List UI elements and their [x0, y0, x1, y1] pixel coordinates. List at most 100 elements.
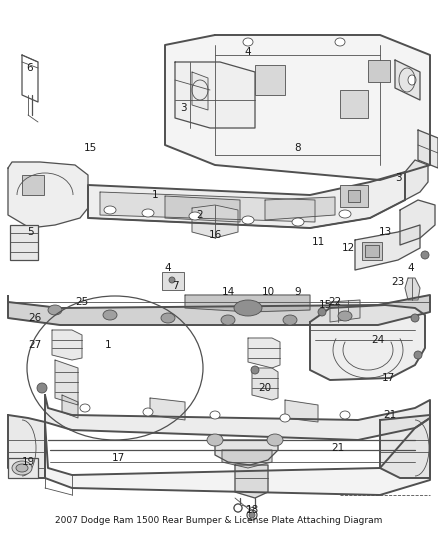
Polygon shape — [100, 192, 315, 222]
Ellipse shape — [143, 408, 153, 416]
Ellipse shape — [189, 212, 201, 220]
Ellipse shape — [234, 300, 262, 316]
Text: 20: 20 — [258, 383, 272, 393]
Text: 10: 10 — [261, 287, 275, 297]
Polygon shape — [215, 440, 278, 465]
Ellipse shape — [267, 434, 283, 446]
Polygon shape — [222, 450, 272, 468]
Polygon shape — [88, 172, 405, 228]
Ellipse shape — [48, 305, 62, 315]
Ellipse shape — [251, 366, 259, 374]
Polygon shape — [192, 205, 238, 238]
Polygon shape — [355, 225, 420, 270]
Polygon shape — [165, 35, 430, 180]
Text: 6: 6 — [27, 63, 33, 73]
Polygon shape — [52, 330, 82, 360]
Polygon shape — [248, 338, 280, 368]
Text: 3: 3 — [180, 103, 186, 113]
Bar — [368, 60, 390, 82]
Text: 21: 21 — [332, 443, 345, 453]
Polygon shape — [405, 160, 428, 200]
Text: 18: 18 — [245, 505, 258, 515]
Text: 27: 27 — [28, 340, 42, 350]
Polygon shape — [45, 418, 430, 495]
Ellipse shape — [249, 512, 255, 518]
Text: 2007 Dodge Ram 1500 Rear Bumper & License Plate Attaching Diagram: 2007 Dodge Ram 1500 Rear Bumper & Licens… — [55, 516, 383, 525]
Ellipse shape — [318, 308, 326, 316]
Ellipse shape — [104, 206, 116, 214]
Text: 1: 1 — [105, 340, 111, 350]
Text: 23: 23 — [392, 277, 405, 287]
Ellipse shape — [210, 411, 220, 419]
Ellipse shape — [16, 464, 28, 472]
Text: 17: 17 — [111, 453, 125, 463]
Text: 15: 15 — [83, 143, 97, 153]
Ellipse shape — [161, 313, 175, 323]
Polygon shape — [235, 465, 268, 498]
Ellipse shape — [338, 311, 352, 321]
Ellipse shape — [421, 251, 429, 259]
Text: 26: 26 — [28, 313, 42, 323]
Polygon shape — [8, 415, 45, 478]
Ellipse shape — [280, 414, 290, 422]
Polygon shape — [8, 162, 88, 228]
Ellipse shape — [207, 434, 223, 446]
Polygon shape — [310, 305, 425, 380]
Ellipse shape — [414, 351, 422, 359]
Polygon shape — [265, 197, 335, 220]
Ellipse shape — [169, 277, 175, 283]
Polygon shape — [418, 130, 438, 168]
Polygon shape — [395, 60, 420, 100]
Text: 24: 24 — [371, 335, 385, 345]
Bar — [340, 185, 368, 207]
Polygon shape — [165, 196, 240, 222]
Ellipse shape — [103, 310, 117, 320]
Ellipse shape — [283, 315, 297, 325]
Text: 13: 13 — [378, 227, 392, 237]
Polygon shape — [150, 398, 185, 420]
Polygon shape — [330, 300, 360, 322]
Text: 7: 7 — [172, 281, 178, 291]
Text: 17: 17 — [381, 373, 395, 383]
Ellipse shape — [234, 504, 242, 512]
Ellipse shape — [292, 218, 304, 226]
Text: 9: 9 — [295, 287, 301, 297]
Text: 25: 25 — [75, 297, 88, 307]
Ellipse shape — [221, 315, 235, 325]
Text: 22: 22 — [328, 297, 342, 307]
Polygon shape — [55, 360, 78, 405]
Text: 2: 2 — [197, 210, 203, 220]
Polygon shape — [8, 295, 430, 325]
Bar — [340, 90, 368, 118]
Polygon shape — [380, 415, 430, 478]
Ellipse shape — [339, 210, 351, 218]
Ellipse shape — [408, 75, 416, 85]
Bar — [162, 272, 184, 290]
Ellipse shape — [12, 461, 32, 475]
Polygon shape — [45, 395, 430, 440]
Text: 16: 16 — [208, 230, 222, 240]
Ellipse shape — [340, 411, 350, 419]
Ellipse shape — [335, 38, 345, 46]
Ellipse shape — [142, 209, 154, 217]
Polygon shape — [175, 62, 255, 128]
Text: 4: 4 — [408, 263, 414, 273]
Bar — [255, 65, 285, 95]
Text: 4: 4 — [165, 263, 171, 273]
Ellipse shape — [37, 383, 47, 393]
Bar — [8, 458, 38, 478]
Text: 1: 1 — [152, 190, 158, 200]
Polygon shape — [252, 368, 278, 400]
Text: 12: 12 — [341, 243, 355, 253]
Bar — [22, 175, 44, 195]
Text: 5: 5 — [27, 227, 33, 237]
Text: 3: 3 — [395, 173, 401, 183]
Ellipse shape — [247, 510, 257, 520]
Ellipse shape — [243, 38, 253, 46]
Text: 21: 21 — [383, 410, 397, 420]
Text: 8: 8 — [295, 143, 301, 153]
Polygon shape — [405, 278, 420, 300]
Ellipse shape — [80, 404, 90, 412]
Text: 19: 19 — [21, 457, 35, 467]
Text: 4: 4 — [245, 47, 251, 57]
